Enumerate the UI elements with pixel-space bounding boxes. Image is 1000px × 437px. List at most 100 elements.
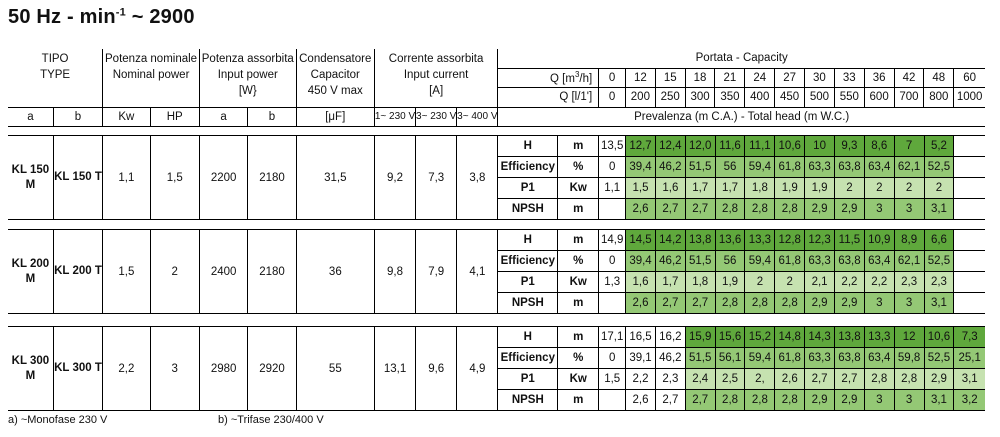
value-cell (598, 389, 626, 411)
table-row: KL 200 M KL 200 T 1,5 2 2400 2180 36 9,8 7,9 4,1 H… (8, 229, 985, 314)
value-cell: 2,8 (744, 389, 775, 411)
value-cell: 2 (744, 271, 775, 293)
spec-c2: 7,9 (415, 229, 457, 314)
row-unit: m (557, 292, 599, 314)
value-cell: 2,8 (774, 389, 805, 411)
value-cell: 2,7 (684, 389, 716, 411)
value-cell: 3,1 (953, 368, 985, 390)
value-cell (598, 198, 626, 220)
value-cell: 12,4 (654, 135, 686, 157)
q-value-cell: 15 (654, 68, 686, 88)
value-cell: 56,1 (714, 347, 745, 369)
value-cell: 59,4 (744, 156, 775, 178)
value-cell: 62,1 (893, 156, 925, 178)
value-cell: 2,1 (804, 271, 835, 293)
q-l1-label: Q [l/1'] (497, 87, 599, 108)
value-cell: 63,8 (834, 156, 865, 178)
value-cell: 52,5 (923, 250, 954, 272)
spec-pb: 2180 (247, 135, 297, 220)
value-cell: 12 (893, 326, 925, 348)
value-cell: 3 (863, 292, 895, 314)
table-row: NPSH m 2,6 2,7 2,7 2,8 2,8 2,8 2,9 2,9 3 3 3,1 (8, 198, 985, 220)
value-cell: 2,9 (804, 292, 835, 314)
spec-kw: 1,1 (102, 135, 151, 220)
capacitor-voltage: 450 V max (307, 85, 363, 97)
value-cell: 3,1 (923, 389, 954, 411)
value-cell: 2,8 (714, 292, 745, 314)
q-value-cell: 800 (923, 87, 954, 108)
header-table: TIPO TYPE Potenza nominale Nominal power… (8, 49, 985, 127)
value-cell: 3 (863, 198, 895, 220)
q-value-cell: 42 (893, 68, 924, 88)
value-cell: 8,9 (893, 229, 925, 251)
row-label: NPSH (497, 389, 558, 411)
type-label: TYPE (40, 69, 71, 81)
capacitor-en: Capacitor (310, 69, 360, 81)
value-cell: 13,6 (714, 229, 745, 251)
row-label: H (497, 229, 558, 251)
value-cell: 2 (923, 177, 954, 199)
value-cell: 12,7 (625, 135, 656, 157)
value-cell: 59,4 (744, 250, 775, 272)
value-cell: 2,8 (744, 292, 775, 314)
nominal-power-label: Potenza nominale (105, 53, 198, 65)
q-value-cell: 0 (598, 87, 626, 108)
row-label: P1 (497, 177, 558, 199)
value-cell (953, 250, 985, 272)
value-cell: 52,5 (923, 347, 954, 369)
row-unit: m (557, 389, 599, 411)
q-value-cell: 1000 (953, 87, 985, 108)
value-cell (598, 292, 626, 314)
spec-pb: 2920 (247, 326, 297, 411)
value-cell: 15,6 (714, 326, 745, 348)
spec-hp: 3 (149, 326, 200, 411)
q-value-cell: 27 (774, 68, 805, 88)
value-cell: 2 (863, 177, 895, 199)
row-label: NPSH (497, 292, 558, 314)
value-cell (953, 135, 985, 157)
value-cell: 63,8 (834, 250, 865, 272)
row-unit: m (557, 326, 599, 348)
q-value-cell: 33 (833, 68, 865, 88)
value-cell (953, 229, 985, 251)
col-pa: a (198, 106, 248, 127)
value-cell: 46,2 (654, 347, 686, 369)
value-cell: 2,7 (684, 198, 716, 220)
value-cell: 61,8 (774, 156, 805, 178)
table-row: NPSH m 2,6 2,7 2,7 2,8 2,8 2,8 2,9 2,9 3 3 3,1 3,2 (8, 389, 985, 411)
value-cell: 2,7 (654, 292, 686, 314)
q-value-cell: 300 (684, 87, 715, 108)
value-cell: 63,4 (863, 250, 895, 272)
value-cell: 7,3 (953, 326, 985, 348)
value-cell: 7 (893, 135, 925, 157)
value-cell: 1,9 (804, 177, 835, 199)
value-cell: 2,9 (923, 368, 954, 390)
col-pb: b (247, 106, 297, 127)
table-row: P1 Kw 1,1 1,5 1,6 1,7 1,7 1,8 1,9 1,9 2 2 2 2 (8, 177, 985, 199)
table-row: Efficiency% 0 39,4 46,2 51,5 56 59,4 61,8 63,3 63… (8, 250, 985, 272)
value-cell: 1,8 (684, 271, 716, 293)
value-cell: 6,6 (923, 229, 954, 251)
value-cell: 2 (893, 177, 925, 199)
value-cell: 3 (893, 389, 925, 411)
model-name-b: KL 200 T (52, 229, 103, 314)
value-cell: 16,2 (654, 326, 686, 348)
total-head-heading: Prevalenza (m C.A.) - Total head (m W.C.… (497, 106, 985, 127)
value-cell: 2,7 (654, 198, 686, 220)
q-value-cell: 500 (804, 87, 835, 108)
spec-c3: 3,8 (456, 135, 498, 220)
col-a: a (8, 106, 54, 127)
q-value-cell: 350 (714, 87, 745, 108)
table-row: KL 300 M KL 300 T 2,2 3 2980 2920 55 13,1 9,6 4,9… (8, 326, 985, 411)
value-cell: 2,8 (774, 198, 805, 220)
value-cell: 51,5 (684, 347, 716, 369)
q-m3h-label: Q [m3/h] (497, 68, 599, 88)
value-cell: 1,8 (744, 177, 775, 199)
value-cell: 10 (804, 135, 835, 157)
row-label: P1 (497, 271, 558, 293)
value-cell: 2,7 (834, 368, 865, 390)
value-cell: 13,8 (834, 326, 865, 348)
input-power-en: Input power (217, 69, 278, 81)
value-cell: 2,8 (744, 198, 775, 220)
spec-c2: 9,6 (415, 326, 457, 411)
